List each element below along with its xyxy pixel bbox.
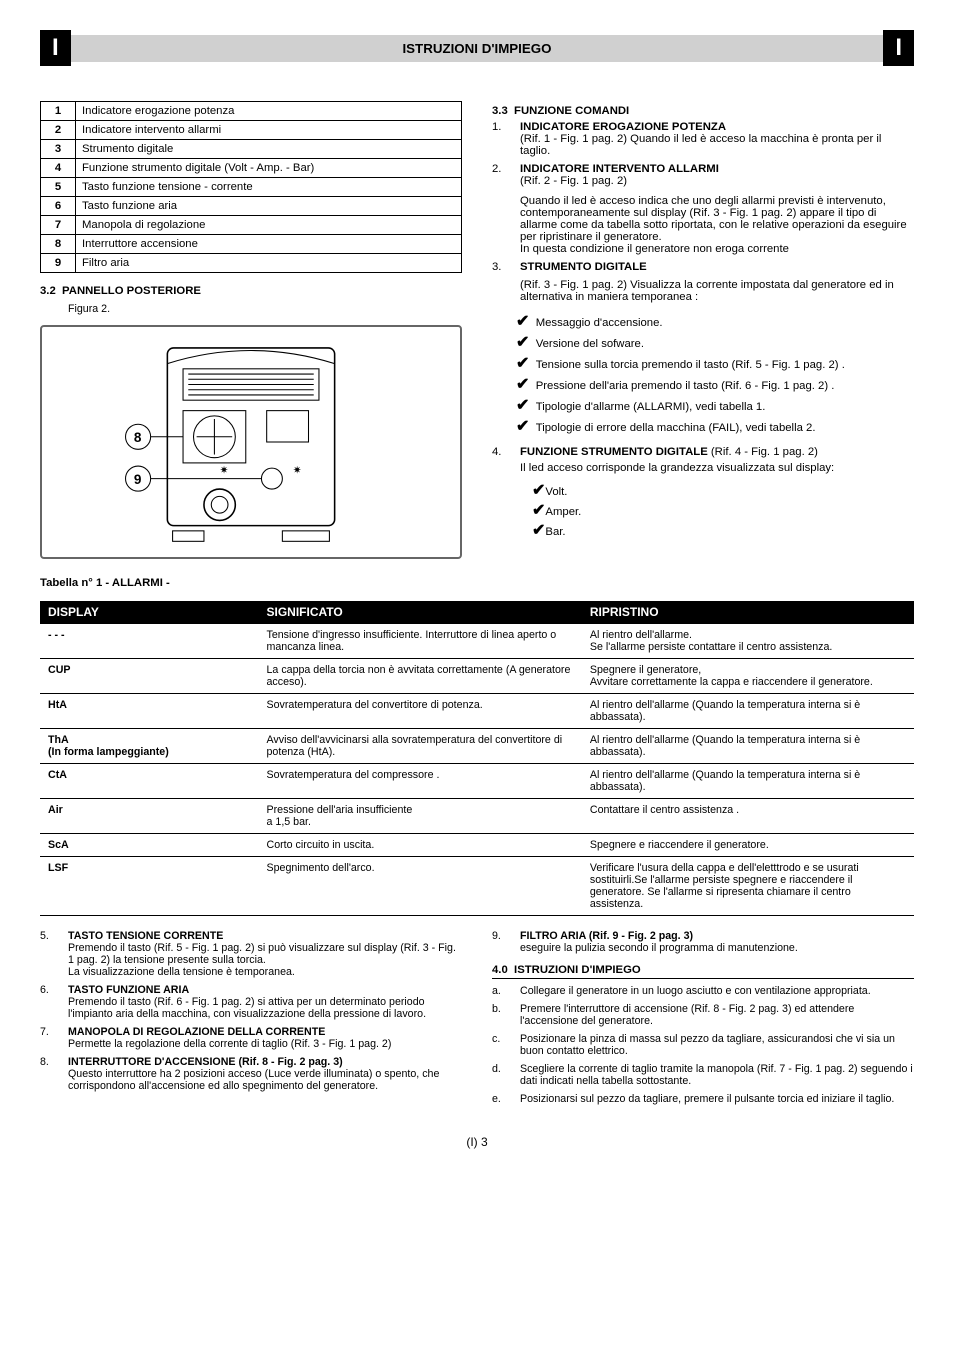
left-column: 1Indicatore erogazione potenza2Indicator… xyxy=(40,101,462,593)
table-row: 7Manopola di regolazione xyxy=(41,216,462,235)
numbered-item: 6.TASTO FUNZIONE ARIAPremendo il tasto (… xyxy=(40,984,462,1020)
item-9: 9. FILTRO ARIA (Rif. 9 - Fig. 2 pag. 3)e… xyxy=(492,930,914,954)
instruction-item: a.Collegare il generatore in un luogo as… xyxy=(492,985,914,997)
table-row: AirPressione dell'aria insufficiente a 1… xyxy=(40,799,914,834)
check-icon: ✔ xyxy=(516,376,529,393)
check-item: ✔ Messaggio d'accensione. xyxy=(516,311,914,331)
table-row: 5Tasto funzione tensione - corrente xyxy=(41,178,462,197)
check-icon: ✔ xyxy=(516,334,529,351)
vab-item: ✔Amper. xyxy=(532,500,914,520)
item-2: 2. INDICATORE INTERVENTO ALLARMI (Rif. 2… xyxy=(492,163,914,255)
check-item: ✔ Tensione sulla torcia premendo il tast… xyxy=(516,353,914,373)
table-row: LSFSpegnimento dell'arco.Verificare l'us… xyxy=(40,857,914,916)
check-icon: ✔ xyxy=(532,502,545,519)
check-item: ✔ Pressione dell'aria premendo il tasto … xyxy=(516,374,914,394)
allarmi-table: DISPLAY SIGNIFICATO RIPRISTINO - - -Tens… xyxy=(40,601,914,916)
bottom-left-col: 5.TASTO TENSIONE CORRENTEPremendo il tas… xyxy=(40,930,462,1111)
table-row: 4Funzione strumento digitale (Volt - Amp… xyxy=(41,159,462,178)
table-row: ThA (In forma lampeggiante)Avviso dell'a… xyxy=(40,729,914,764)
instruction-item: d.Scegliere la corrente di taglio tramit… xyxy=(492,1063,914,1087)
check-icon: ✔ xyxy=(516,418,529,435)
vab-item: ✔Bar. xyxy=(532,520,914,540)
rear-panel-svg: ✷ ✷ 8 9 xyxy=(42,327,460,557)
th-significato: SIGNIFICATO xyxy=(259,601,582,624)
numbered-item: 5.TASTO TENSIONE CORRENTEPremendo il tas… xyxy=(40,930,462,978)
checklist: ✔ Messaggio d'accensione.✔ Versione del … xyxy=(516,311,914,436)
table-row: 9Filtro aria xyxy=(41,254,462,273)
component-table: 1Indicatore erogazione potenza2Indicator… xyxy=(40,101,462,273)
table-row: 2Indicatore intervento allarmi xyxy=(41,121,462,140)
svg-text:✷: ✷ xyxy=(220,465,229,476)
table-row: ScACorto circuito in uscita.Spegnere e r… xyxy=(40,834,914,857)
check-icon: ✔ xyxy=(532,522,545,539)
check-icon: ✔ xyxy=(532,482,545,499)
sec-3-2-heading: 3.2 PANNELLO POSTERIORE xyxy=(40,285,462,297)
item-3: 3. STRUMENTO DIGITALE (Rif. 3 - Fig. 1 p… xyxy=(492,261,914,303)
item-4: 4. FUNZIONE STRUMENTO DIGITALE (Rif. 4 -… xyxy=(492,446,914,474)
volt-amper-bar-list: ✔Volt.✔Amper.✔Bar. xyxy=(532,480,914,540)
figure-2-illustration: ✷ ✷ 8 9 xyxy=(40,325,462,559)
svg-text:9: 9 xyxy=(134,472,142,487)
numbered-item: 8.INTERRUTTORE D'ACCENSIONE (Rif. 8 - Fi… xyxy=(40,1056,462,1092)
header-title: ISTRUZIONI D'IMPIEGO xyxy=(71,35,884,62)
instruction-item: c.Posizionare la pinza di massa sul pezz… xyxy=(492,1033,914,1057)
table-row: 6Tasto funzione aria xyxy=(41,197,462,216)
table-row: CtASovratemperatura del compressore .Al … xyxy=(40,764,914,799)
sec-3-3-heading: 3.3 FUNZIONE COMANDI xyxy=(492,105,914,117)
th-ripristino: RIPRISTINO xyxy=(582,601,914,624)
instruction-item: e.Posizionarsi sul pezzo da tagliare, pr… xyxy=(492,1093,914,1105)
table-row: 8Interruttore accensione xyxy=(41,235,462,254)
page-number: (I) 3 xyxy=(40,1135,914,1149)
header-left-letter: I xyxy=(40,30,71,66)
check-icon: ✔ xyxy=(516,313,529,330)
bottom-right-col: 9. FILTRO ARIA (Rif. 9 - Fig. 2 pag. 3)e… xyxy=(492,930,914,1111)
table-row: 3Strumento digitale xyxy=(41,140,462,159)
vab-item: ✔Volt. xyxy=(532,480,914,500)
right-column: 3.3 FUNZIONE COMANDI 1. INDICATORE EROGA… xyxy=(492,101,914,593)
check-icon: ✔ xyxy=(516,355,529,372)
check-icon: ✔ xyxy=(516,397,529,414)
numbered-item: 7.MANOPOLA DI REGOLAZIONE DELLA CORRENTE… xyxy=(40,1026,462,1050)
table-row: - - -Tensione d'ingresso insufficiente. … xyxy=(40,624,914,659)
instruction-item: b.Premere l'interruttore di accensione (… xyxy=(492,1003,914,1027)
header-right-letter: I xyxy=(883,30,914,66)
th-display: DISPLAY xyxy=(40,601,259,624)
figure2-caption: Figura 2. xyxy=(40,303,462,315)
sec-4-0-heading: 4.0 ISTRUZIONI D'IMPIEGO xyxy=(492,964,914,979)
instructions-list: a.Collegare il generatore in un luogo as… xyxy=(492,985,914,1105)
table-row: 1Indicatore erogazione potenza xyxy=(41,102,462,121)
svg-text:8: 8 xyxy=(134,430,142,445)
check-item: ✔ Tipologie d'allarme (ALLARMI), vedi ta… xyxy=(516,395,914,415)
table-row: HtASovratemperatura del convertitore di … xyxy=(40,694,914,729)
svg-text:✷: ✷ xyxy=(293,465,302,476)
tabella-1-label: Tabella n° 1 - ALLARMI - xyxy=(40,577,462,589)
page-header: I ISTRUZIONI D'IMPIEGO I xyxy=(40,30,914,66)
item-1: 1. INDICATORE EROGAZIONE POTENZA (Rif. 1… xyxy=(492,121,914,157)
check-item: ✔ Versione del sofware. xyxy=(516,332,914,352)
table-row: CUPLa cappa della torcia non è avvitata … xyxy=(40,659,914,694)
check-item: ✔ Tipologie di errore della macchina (FA… xyxy=(516,416,914,436)
